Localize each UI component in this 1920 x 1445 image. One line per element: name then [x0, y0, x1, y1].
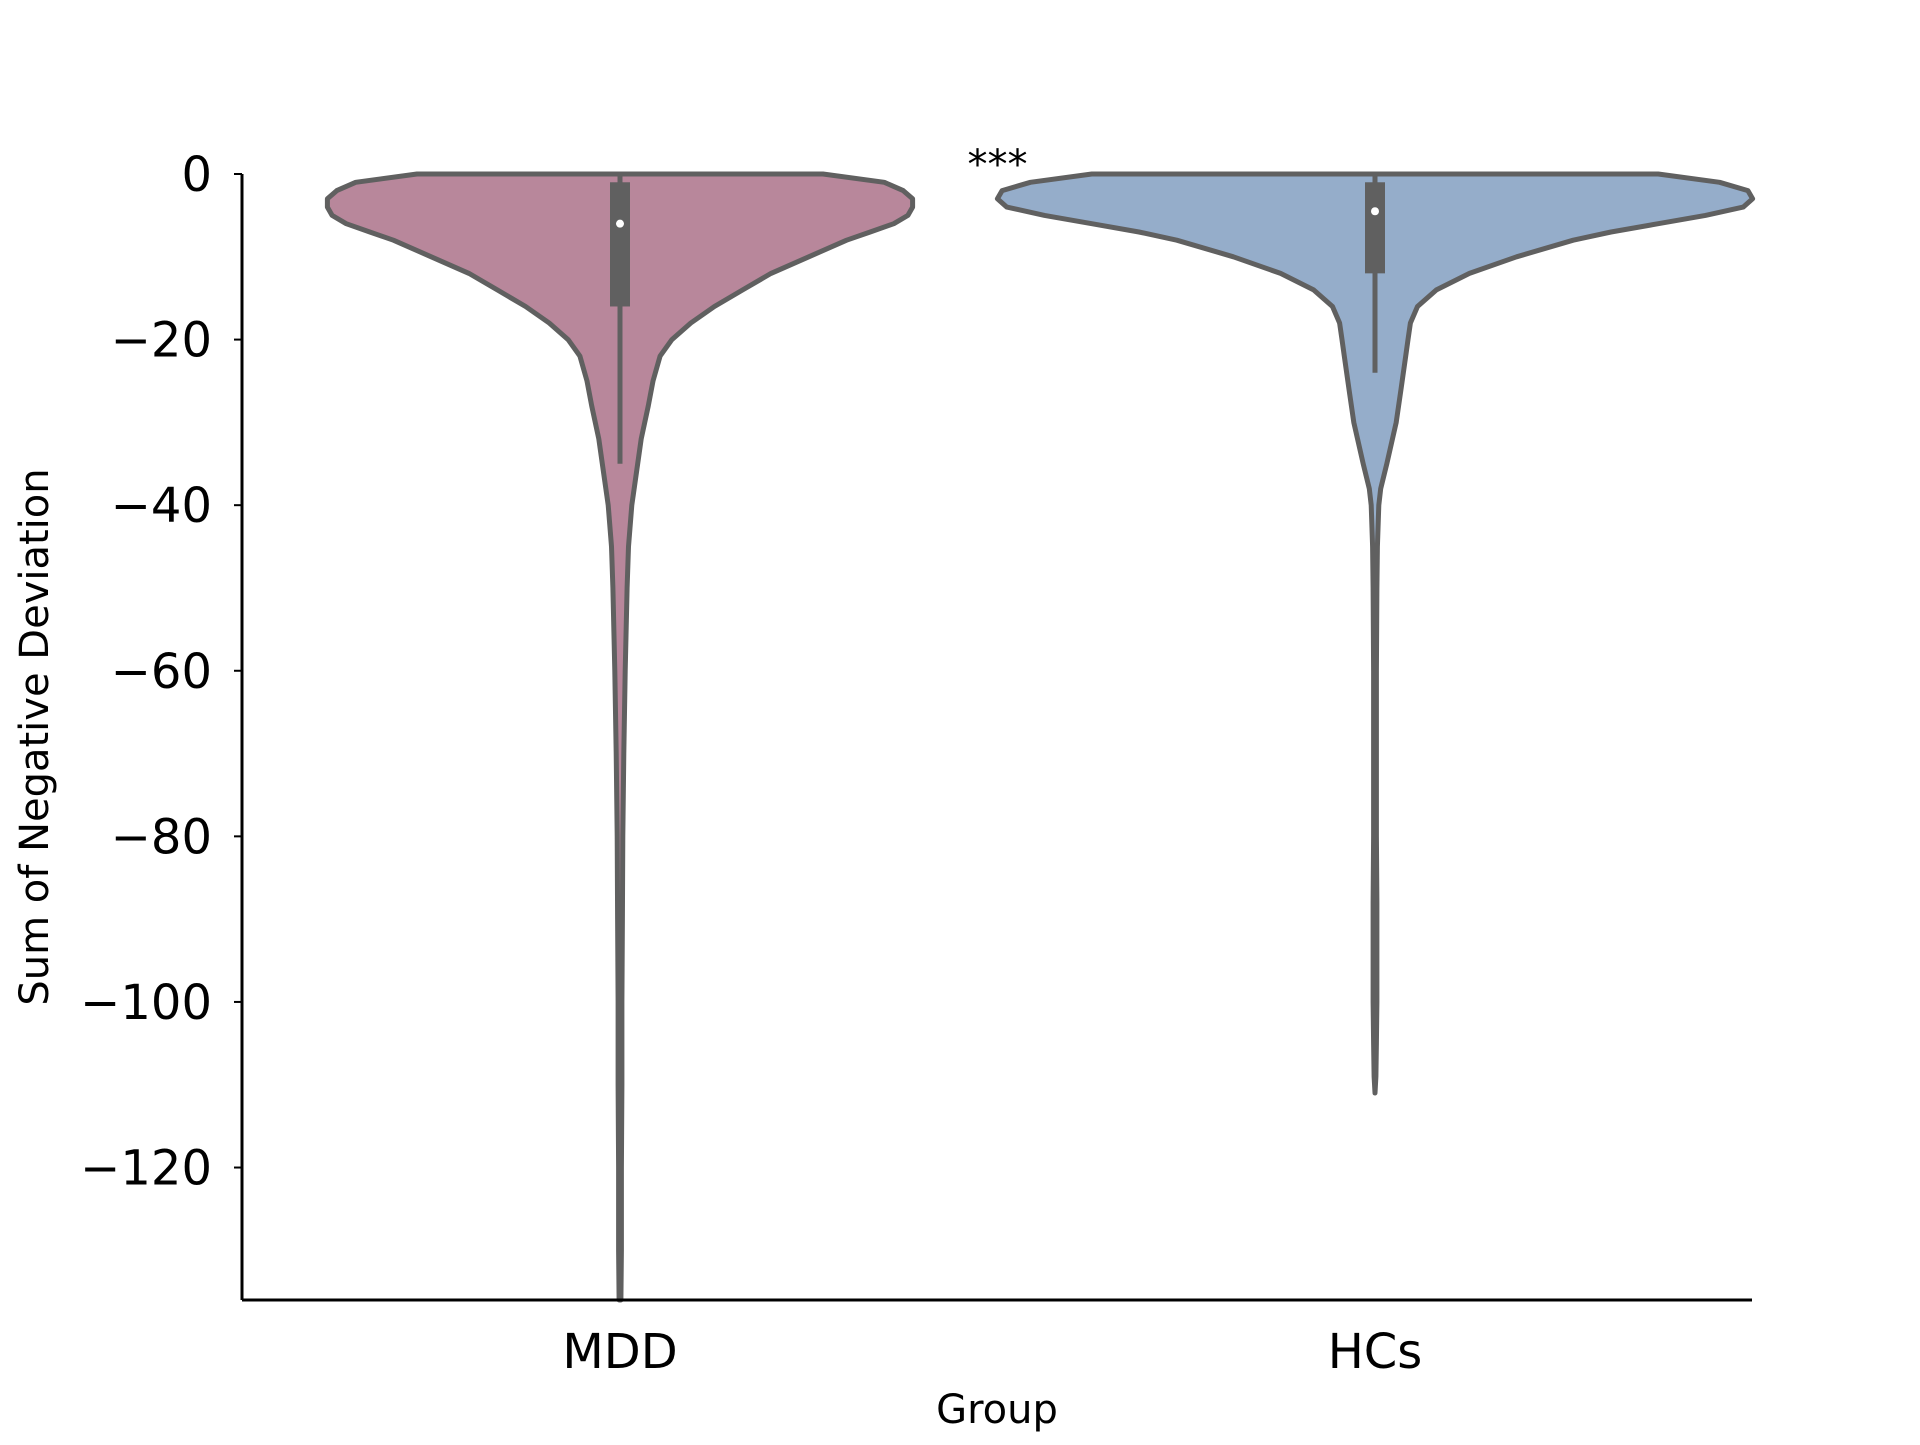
y-tick-label: −20	[111, 313, 212, 369]
median-dot	[616, 219, 624, 228]
x-tick-label: MDD	[562, 1324, 677, 1380]
axes-layer	[240, 174, 1752, 1302]
violin-body	[994, 171, 1756, 1096]
y-tick-label: −120	[80, 1141, 212, 1197]
median-dot	[1371, 207, 1379, 216]
significance-annotation: ***	[968, 142, 1028, 188]
boxes-layer	[610, 174, 1385, 464]
y-ticks: 0 −20 −40 −60 −80 −100 −120	[80, 147, 242, 1197]
x-tick-label: HCs	[1328, 1324, 1423, 1380]
iqr-box	[1365, 182, 1385, 274]
x-axis-title: Group	[936, 1387, 1058, 1433]
violins-layer	[324, 171, 1756, 1303]
y-tick-label: −40	[111, 478, 212, 534]
x-ticks: MDD HCs	[562, 1324, 1422, 1380]
iqr-box	[610, 182, 630, 307]
y-tick-label: −80	[111, 809, 212, 865]
y-tick-label: −60	[111, 644, 212, 700]
y-tick-label: −100	[80, 975, 212, 1031]
y-tick-label: 0	[181, 147, 212, 203]
y-axis-title: Sum of Negative Deviation	[12, 468, 58, 1005]
